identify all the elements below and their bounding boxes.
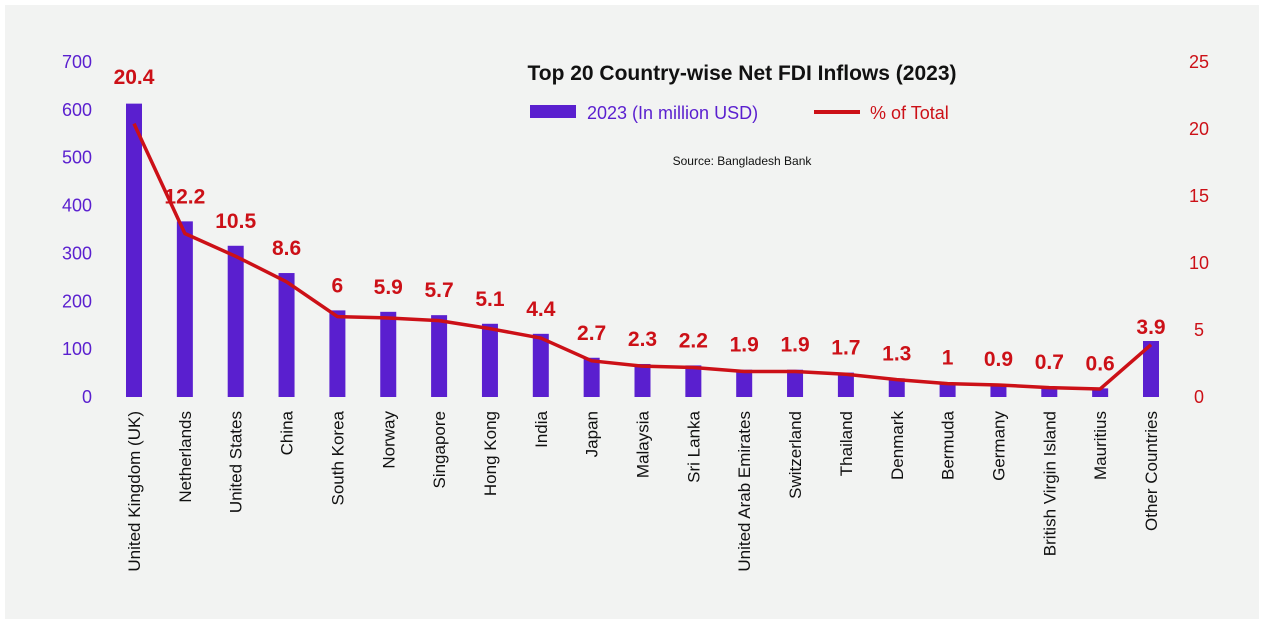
data-label: 1 [942, 347, 954, 370]
data-label: 1.9 [730, 334, 759, 357]
data-label: 12.2 [164, 185, 205, 208]
x-tick-label: Switzerland [786, 411, 805, 499]
y-left-tick-label: 0 [82, 387, 92, 407]
line-series [132, 122, 1153, 391]
chart-title: Top 20 Country-wise Net FDI Inflows (202… [527, 62, 956, 85]
x-tick-label: Japan [583, 411, 602, 457]
x-tick-label: China [278, 410, 297, 455]
x-tick-label: Other Countries [1142, 411, 1161, 531]
bar [126, 103, 142, 397]
bar [787, 369, 804, 397]
y-right-tick-label: 15 [1189, 186, 1209, 206]
y-right-tick-label: 5 [1194, 320, 1204, 340]
bar [990, 384, 1007, 397]
x-tick-label: Hong Kong [481, 411, 500, 496]
bar [329, 310, 346, 397]
data-label: 4.4 [526, 298, 556, 321]
bar [837, 372, 854, 397]
y-left-tick-label: 700 [62, 52, 92, 72]
bar [176, 221, 193, 397]
data-label: 1.7 [831, 337, 860, 360]
bar [685, 365, 702, 397]
data-labels: 20.4 12.2 10.5 8.6 6 5.9 5.7 5.1 4.4 2.7 2.3 2.2 1.9… [114, 66, 1166, 375]
bar [481, 323, 498, 397]
data-label: 5.9 [374, 276, 403, 299]
x-tick-label: Singapore [430, 411, 449, 489]
data-label: 8.6 [272, 237, 301, 260]
bar [380, 311, 397, 397]
x-tick-label: Norway [379, 411, 398, 469]
data-label: 2.2 [679, 329, 708, 352]
legend-bar-swatch [530, 105, 576, 118]
bar [583, 357, 600, 397]
bar [939, 382, 956, 397]
x-tick-label: Thailand [837, 411, 856, 476]
data-label: 5.7 [424, 279, 453, 302]
x-tick-label: Denmark [888, 411, 907, 480]
chart-background [5, 5, 1259, 619]
bar [888, 378, 905, 397]
y-right-tick-label: 25 [1189, 52, 1209, 72]
source-note: Source: Bangladesh Bank [673, 154, 813, 168]
data-label: 5.1 [475, 288, 505, 311]
x-tick-label: South Korea [328, 410, 347, 505]
bar [431, 315, 448, 397]
y-axis-right: 0 5 10 15 20 25 [1189, 52, 1209, 407]
y-left-tick-label: 200 [62, 291, 92, 311]
x-tick-label: Mauritius [1091, 411, 1110, 480]
data-label: 2.7 [577, 322, 606, 345]
y-right-tick-label: 10 [1189, 253, 1209, 273]
bar [278, 273, 295, 397]
x-tick-label: United Arab Emirates [735, 411, 754, 572]
y-axis-left: 0 100 200 300 400 500 600 700 [62, 52, 92, 407]
x-tick-label: India [532, 410, 551, 447]
data-label: 10.5 [215, 210, 256, 233]
legend-bar-label: 2023 (In million USD) [587, 103, 758, 123]
x-tick-label: Netherlands [176, 411, 195, 503]
x-tick-label: United States [227, 411, 246, 513]
x-tick-label: Malaysia [634, 410, 653, 478]
data-label: 20.4 [114, 66, 155, 89]
y-left-tick-label: 100 [62, 339, 92, 359]
bar [227, 245, 244, 397]
bar [1143, 341, 1159, 397]
x-tick-label: Bermuda [939, 410, 958, 480]
bar [736, 369, 753, 397]
data-label: 0.7 [1035, 351, 1064, 374]
y-right-tick-label: 20 [1189, 119, 1209, 139]
data-label: 3.9 [1136, 316, 1165, 339]
y-left-tick-label: 600 [62, 100, 92, 120]
data-label: 0.9 [984, 348, 1013, 371]
bar [532, 333, 549, 397]
x-tick-label: British Virgin Island [1040, 411, 1059, 556]
x-tick-label: Germany [989, 411, 1008, 481]
bar [1041, 386, 1058, 397]
data-label: 1.9 [780, 334, 809, 357]
bar [1092, 388, 1109, 397]
x-tick-label: United Kingdom (UK) [125, 411, 144, 572]
bar [634, 363, 651, 397]
percent-line [132, 122, 1153, 391]
data-label: 0.6 [1086, 352, 1115, 375]
x-axis: United Kingdom (UK) Netherlands United Sta… [125, 410, 1161, 571]
data-label: 1.3 [882, 342, 911, 365]
bar-series [126, 103, 1159, 397]
y-left-tick-label: 500 [62, 148, 92, 168]
y-right-tick-label: 0 [1194, 387, 1204, 407]
data-label: 6 [332, 274, 344, 297]
x-tick-label: Sri Lanka [684, 410, 703, 482]
data-label: 2.3 [628, 328, 657, 351]
legend-line-label: % of Total [870, 103, 949, 123]
y-left-tick-label: 400 [62, 196, 92, 216]
y-left-tick-label: 300 [62, 243, 92, 263]
